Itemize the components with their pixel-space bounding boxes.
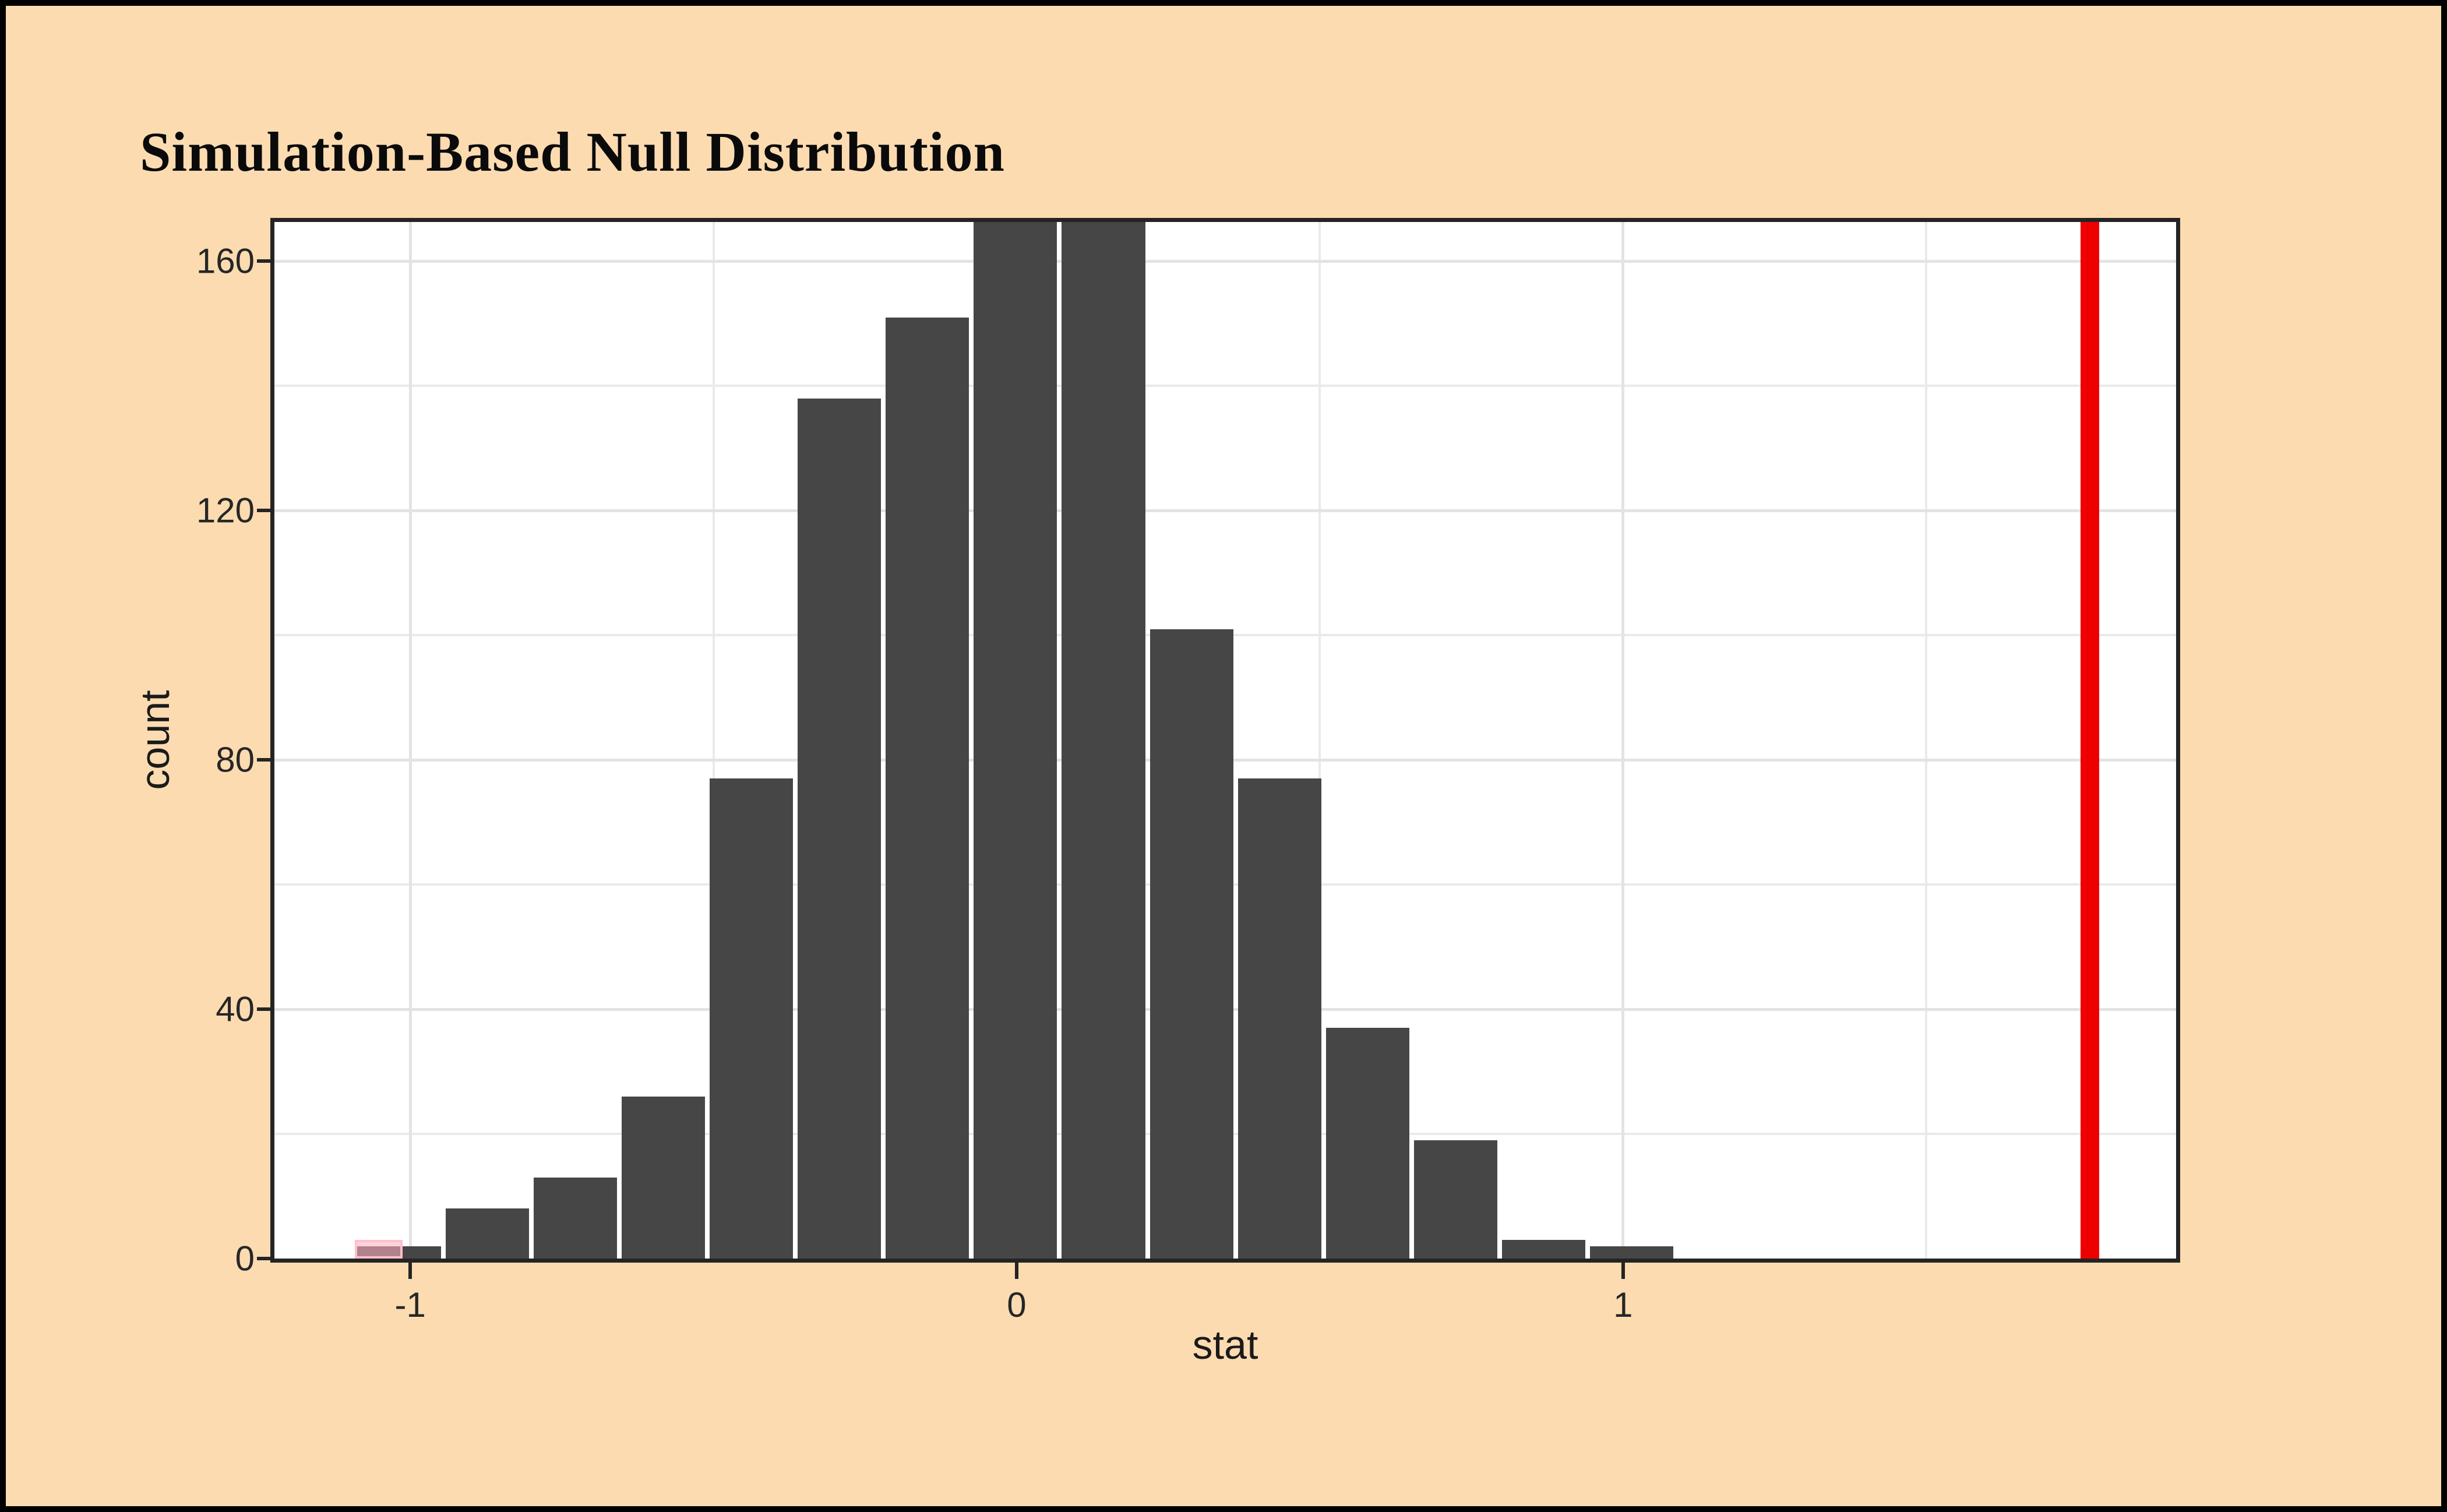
x-minor-gridline xyxy=(1318,222,1321,1259)
observed-stat-line xyxy=(2081,222,2100,1259)
y-minor-gridline xyxy=(274,385,2176,387)
x-minor-gridline xyxy=(712,222,715,1259)
histogram-bar xyxy=(621,1096,705,1259)
chart-title: Simulation-Based Null Distribution xyxy=(140,121,1005,183)
y-tick-label: 160 xyxy=(196,241,255,281)
plot-panel xyxy=(274,222,2176,1259)
histogram-bar xyxy=(1237,778,1321,1259)
x-minor-gridline xyxy=(1925,222,1928,1259)
histogram-bar xyxy=(798,398,882,1259)
panel-border xyxy=(270,218,2180,1263)
x-tick-label: 1 xyxy=(1613,1285,1633,1324)
y-tick-mark xyxy=(257,758,274,762)
y-tick-mark xyxy=(257,1007,274,1011)
histogram-bar xyxy=(533,1177,617,1259)
y-axis-title: count xyxy=(132,690,178,790)
histogram-bar xyxy=(445,1208,529,1259)
histogram-bar xyxy=(886,317,969,1259)
x-axis-title: stat xyxy=(1192,1322,1258,1368)
x-tick-mark xyxy=(408,1263,412,1279)
histogram-bar xyxy=(1150,629,1233,1259)
y-tick-label: 120 xyxy=(196,491,255,530)
x-major-gridline xyxy=(1621,222,1625,1259)
histogram-bar xyxy=(1590,1246,1674,1259)
x-tick-label: 0 xyxy=(1007,1285,1027,1324)
histogram-bar xyxy=(974,222,1057,1259)
shaded-pvalue-region xyxy=(355,1239,403,1259)
y-tick-mark xyxy=(257,509,274,513)
y-tick-label: 0 xyxy=(235,1239,255,1278)
histogram-bar xyxy=(709,778,794,1259)
y-major-gridline xyxy=(274,509,2176,512)
histogram-bar xyxy=(1413,1140,1498,1259)
y-tick-mark xyxy=(257,259,274,263)
histogram-bar xyxy=(1062,222,1145,1259)
x-tick-mark xyxy=(1621,1263,1625,1279)
y-tick-label: 80 xyxy=(216,740,255,780)
x-major-gridline xyxy=(408,222,412,1259)
y-tick-mark xyxy=(257,1257,274,1260)
x-tick-mark xyxy=(1014,1263,1018,1279)
y-tick-label: 40 xyxy=(216,989,255,1029)
y-major-gridline xyxy=(274,259,2176,263)
histogram-bar xyxy=(1502,1239,1586,1259)
histogram-bar xyxy=(1325,1028,1409,1259)
x-tick-label: -1 xyxy=(394,1285,426,1324)
